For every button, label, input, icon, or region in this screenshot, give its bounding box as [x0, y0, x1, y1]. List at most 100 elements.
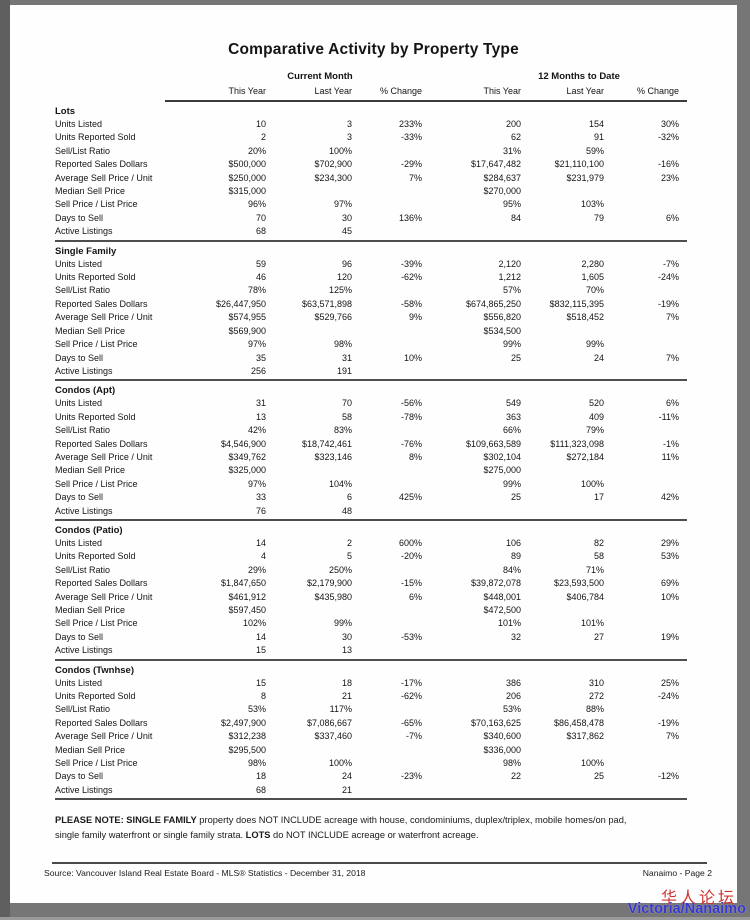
cell: 25 [510, 492, 521, 503]
cell [352, 424, 422, 437]
cell [352, 703, 422, 716]
table-row: Sell Price / List Price 97% 98% 99% 99% [55, 338, 687, 351]
cell: 100% [580, 478, 604, 489]
table-row: Units Reported Sold 13 58 -78% 363 409 -… [55, 411, 687, 424]
page-title: Comparative Activity by Property Type [228, 41, 519, 58]
cell: $702,900 [314, 159, 352, 170]
cell: 62 [510, 132, 521, 143]
cell: 33 [255, 492, 266, 503]
cell: 48 [341, 505, 352, 516]
cell [352, 478, 422, 491]
cell: -20% [400, 551, 422, 562]
footnote-bold-lead: PLEASE NOTE: SINGLE FAMILY [55, 815, 197, 826]
row-label: Median Sell Price [55, 605, 126, 615]
cell: 88% [585, 704, 604, 715]
cell: 89 [510, 551, 521, 562]
cell: -53% [400, 631, 422, 642]
cell: 9% [408, 312, 422, 323]
cell: $337,460 [314, 731, 352, 742]
cell: 256 [250, 365, 266, 376]
row-label: Units Listed [55, 119, 103, 129]
cell: $336,000 [483, 744, 521, 755]
cell: 10% [403, 352, 422, 363]
cell [604, 703, 679, 716]
cell [604, 198, 679, 211]
table-row: Average Sell Price / Unit $349,762 $323,… [55, 451, 687, 464]
cell: -7% [662, 258, 679, 269]
cell: $231,979 [566, 172, 604, 183]
section-divider [55, 379, 687, 382]
row-label: Average Sell Price / Unit [55, 451, 153, 462]
cell: -23% [400, 771, 422, 782]
cell: 21 [341, 784, 352, 795]
row-label: Sell/List Ratio [55, 564, 111, 575]
viewer-left-edge [0, 0, 10, 920]
cell: -78% [400, 411, 422, 422]
cell: 42% [247, 425, 266, 436]
cell: $39,872,078 [470, 578, 521, 589]
cell: 7% [665, 731, 679, 742]
cell [604, 478, 679, 491]
cell: 82 [593, 537, 604, 548]
cell: 79% [585, 425, 604, 436]
table-column-header-row: This Year Last Year % Change This Year L… [55, 85, 687, 98]
cell [352, 145, 422, 158]
table-row: Units Reported Sold 4 5 -20% 89 58 53% [55, 550, 687, 563]
cell: $435,980 [314, 591, 352, 602]
cell: 272 [588, 691, 604, 702]
cell: -24% [657, 691, 679, 702]
cell: 310 [588, 677, 604, 688]
cell: -19% [657, 717, 679, 728]
cell [604, 604, 679, 617]
cell [352, 757, 422, 770]
cell [604, 644, 679, 657]
table-row: Sell Price / List Price 102% 99% 101% 10… [55, 617, 687, 630]
cell [604, 564, 679, 577]
table-row: Reported Sales Dollars $26,447,950 $63,5… [55, 298, 687, 311]
cell [604, 185, 679, 198]
section-rows: Units Listed 59 96 -39% 2,120 2,280 -7% … [55, 258, 687, 379]
row-label: Reported Sales Dollars [55, 578, 148, 589]
cell: -62% [400, 691, 422, 702]
row-label: Active Listings [55, 645, 113, 656]
cell: 106 [505, 537, 521, 548]
cell: $284,637 [483, 172, 521, 183]
row-label: Sell/List Ratio [55, 145, 111, 156]
table-row: Sell/List Ratio 42% 83% 66% 79% [55, 424, 687, 437]
cell: 29% [247, 564, 266, 575]
cell [352, 644, 422, 657]
cell: 99% [585, 339, 604, 350]
cell [422, 784, 521, 797]
cell: 7% [665, 352, 679, 363]
cell: $275,000 [483, 465, 521, 476]
cell: -17% [400, 677, 422, 688]
row-label: Reported Sales Dollars [55, 438, 148, 449]
table-section: Lots Units Listed 10 3 233% 200 154 30% … [55, 102, 687, 242]
watermark-chinese-forum: 华人论坛 [660, 888, 737, 907]
table-row: Days to Sell 18 24 -23% 22 25 -12% [55, 770, 687, 783]
table-row: Units Reported Sold 2 3 -33% 62 91 -32% [55, 131, 687, 144]
cell [521, 784, 604, 797]
row-label: Median Sell Price [55, 465, 126, 476]
table-row: Units Listed 10 3 233% 200 154 30% [55, 118, 687, 131]
section-rows: Units Listed 31 70 -56% 549 520 6% Units… [55, 397, 687, 518]
cell: 53% [502, 704, 521, 715]
cell: 53% [660, 551, 679, 562]
row-label: Sell/List Ratio [55, 704, 111, 715]
cell: 11% [661, 451, 679, 462]
cell: 18 [255, 771, 266, 782]
cell: 30 [341, 631, 352, 642]
cell: 35 [255, 352, 266, 363]
cell: -62% [400, 272, 422, 283]
row-label: Sell Price / List Price [55, 758, 138, 769]
cell: 99% [333, 618, 352, 629]
cell [352, 564, 422, 577]
cell: 53% [247, 704, 266, 715]
cell: -15% [400, 578, 422, 589]
table-row: Sell Price / List Price 98% 100% 98% 100… [55, 757, 687, 770]
column-header: This Year [483, 86, 521, 96]
cell: 200 [505, 119, 521, 129]
cell [422, 644, 521, 657]
cell: 31% [502, 145, 521, 156]
table-row: Active Listings 68 45 [55, 225, 687, 238]
